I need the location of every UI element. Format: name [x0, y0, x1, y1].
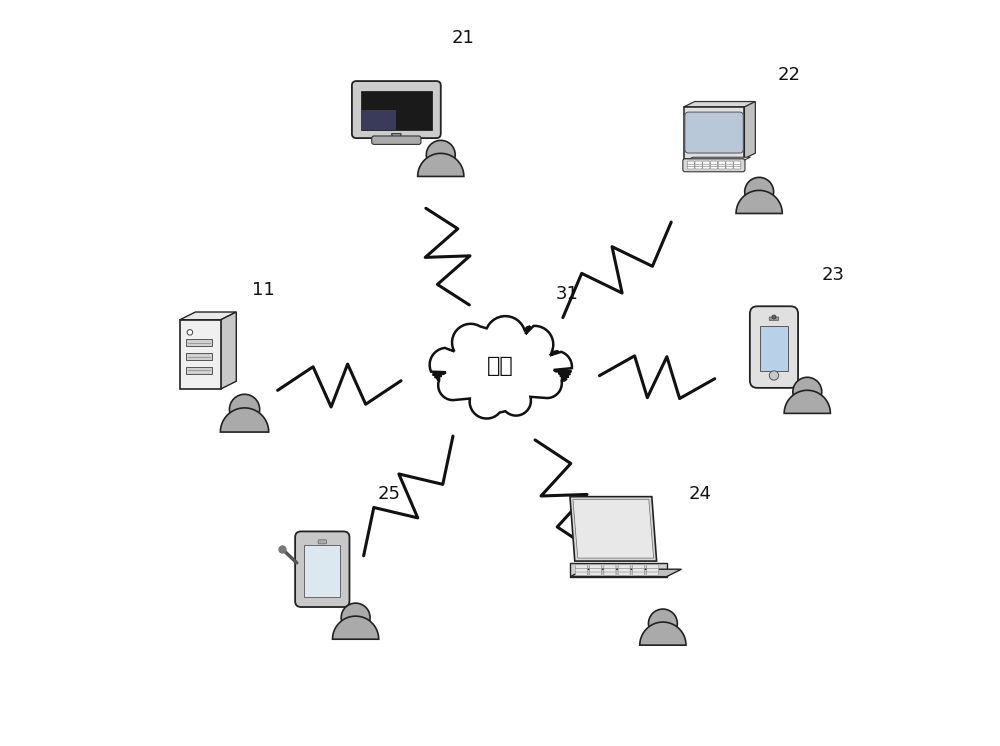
Polygon shape	[640, 622, 686, 645]
FancyBboxPatch shape	[604, 568, 616, 572]
Polygon shape	[430, 316, 572, 419]
Polygon shape	[684, 101, 755, 107]
FancyBboxPatch shape	[769, 317, 779, 321]
FancyBboxPatch shape	[372, 136, 421, 145]
Circle shape	[187, 330, 193, 335]
FancyBboxPatch shape	[687, 161, 694, 164]
FancyBboxPatch shape	[647, 571, 659, 575]
FancyBboxPatch shape	[710, 166, 718, 169]
Circle shape	[648, 609, 677, 638]
Polygon shape	[333, 616, 379, 639]
Polygon shape	[736, 190, 782, 213]
Circle shape	[745, 178, 774, 206]
Polygon shape	[744, 101, 755, 159]
Polygon shape	[221, 312, 236, 389]
Polygon shape	[573, 500, 654, 558]
Circle shape	[772, 315, 776, 319]
FancyBboxPatch shape	[695, 166, 702, 169]
FancyBboxPatch shape	[718, 166, 725, 169]
Polygon shape	[570, 563, 667, 577]
Text: 22: 22	[778, 66, 801, 84]
Polygon shape	[570, 569, 681, 577]
Text: 21: 21	[452, 29, 475, 47]
Polygon shape	[418, 154, 464, 177]
FancyBboxPatch shape	[575, 571, 587, 575]
Polygon shape	[180, 312, 236, 320]
Polygon shape	[392, 134, 401, 140]
FancyBboxPatch shape	[575, 568, 587, 572]
Polygon shape	[220, 408, 269, 432]
Text: 11: 11	[252, 281, 275, 299]
FancyBboxPatch shape	[685, 112, 743, 153]
FancyBboxPatch shape	[687, 166, 694, 169]
Circle shape	[341, 603, 370, 632]
FancyBboxPatch shape	[703, 163, 710, 166]
FancyBboxPatch shape	[726, 161, 733, 164]
FancyBboxPatch shape	[186, 353, 212, 360]
Circle shape	[426, 140, 455, 169]
FancyBboxPatch shape	[318, 540, 326, 544]
FancyBboxPatch shape	[361, 91, 432, 130]
FancyBboxPatch shape	[304, 545, 340, 598]
FancyBboxPatch shape	[632, 565, 644, 568]
FancyBboxPatch shape	[361, 110, 396, 130]
FancyBboxPatch shape	[295, 531, 349, 607]
FancyBboxPatch shape	[618, 565, 630, 568]
FancyBboxPatch shape	[618, 571, 630, 575]
FancyBboxPatch shape	[684, 107, 744, 159]
FancyBboxPatch shape	[710, 161, 718, 164]
FancyBboxPatch shape	[703, 166, 710, 169]
FancyBboxPatch shape	[186, 367, 212, 374]
FancyBboxPatch shape	[180, 320, 221, 389]
FancyBboxPatch shape	[695, 161, 702, 164]
FancyBboxPatch shape	[695, 163, 702, 166]
FancyBboxPatch shape	[734, 163, 741, 166]
FancyBboxPatch shape	[750, 307, 798, 388]
FancyBboxPatch shape	[590, 571, 602, 575]
Text: 网络: 网络	[487, 356, 513, 375]
FancyBboxPatch shape	[632, 571, 644, 575]
FancyBboxPatch shape	[186, 339, 212, 346]
FancyBboxPatch shape	[590, 568, 602, 572]
Text: 31: 31	[556, 285, 578, 303]
FancyBboxPatch shape	[604, 571, 616, 575]
FancyBboxPatch shape	[683, 159, 745, 172]
FancyBboxPatch shape	[352, 81, 441, 138]
Text: 25: 25	[378, 485, 401, 503]
FancyBboxPatch shape	[604, 565, 616, 568]
Polygon shape	[685, 157, 750, 161]
FancyBboxPatch shape	[726, 166, 733, 169]
FancyBboxPatch shape	[718, 163, 725, 166]
Circle shape	[793, 377, 822, 406]
FancyBboxPatch shape	[632, 568, 644, 572]
FancyBboxPatch shape	[718, 161, 725, 164]
FancyBboxPatch shape	[734, 166, 741, 169]
FancyBboxPatch shape	[590, 565, 602, 568]
FancyBboxPatch shape	[647, 565, 659, 568]
FancyBboxPatch shape	[710, 163, 718, 166]
FancyBboxPatch shape	[726, 163, 733, 166]
Circle shape	[229, 395, 260, 424]
FancyBboxPatch shape	[734, 161, 741, 164]
FancyBboxPatch shape	[647, 568, 659, 572]
Circle shape	[769, 371, 779, 380]
FancyBboxPatch shape	[575, 565, 587, 568]
FancyBboxPatch shape	[703, 161, 710, 164]
FancyBboxPatch shape	[687, 163, 694, 166]
Polygon shape	[784, 390, 830, 413]
Text: 24: 24	[689, 485, 712, 503]
FancyBboxPatch shape	[760, 326, 788, 371]
Polygon shape	[570, 497, 657, 561]
Text: 23: 23	[822, 266, 845, 284]
FancyBboxPatch shape	[618, 568, 630, 572]
